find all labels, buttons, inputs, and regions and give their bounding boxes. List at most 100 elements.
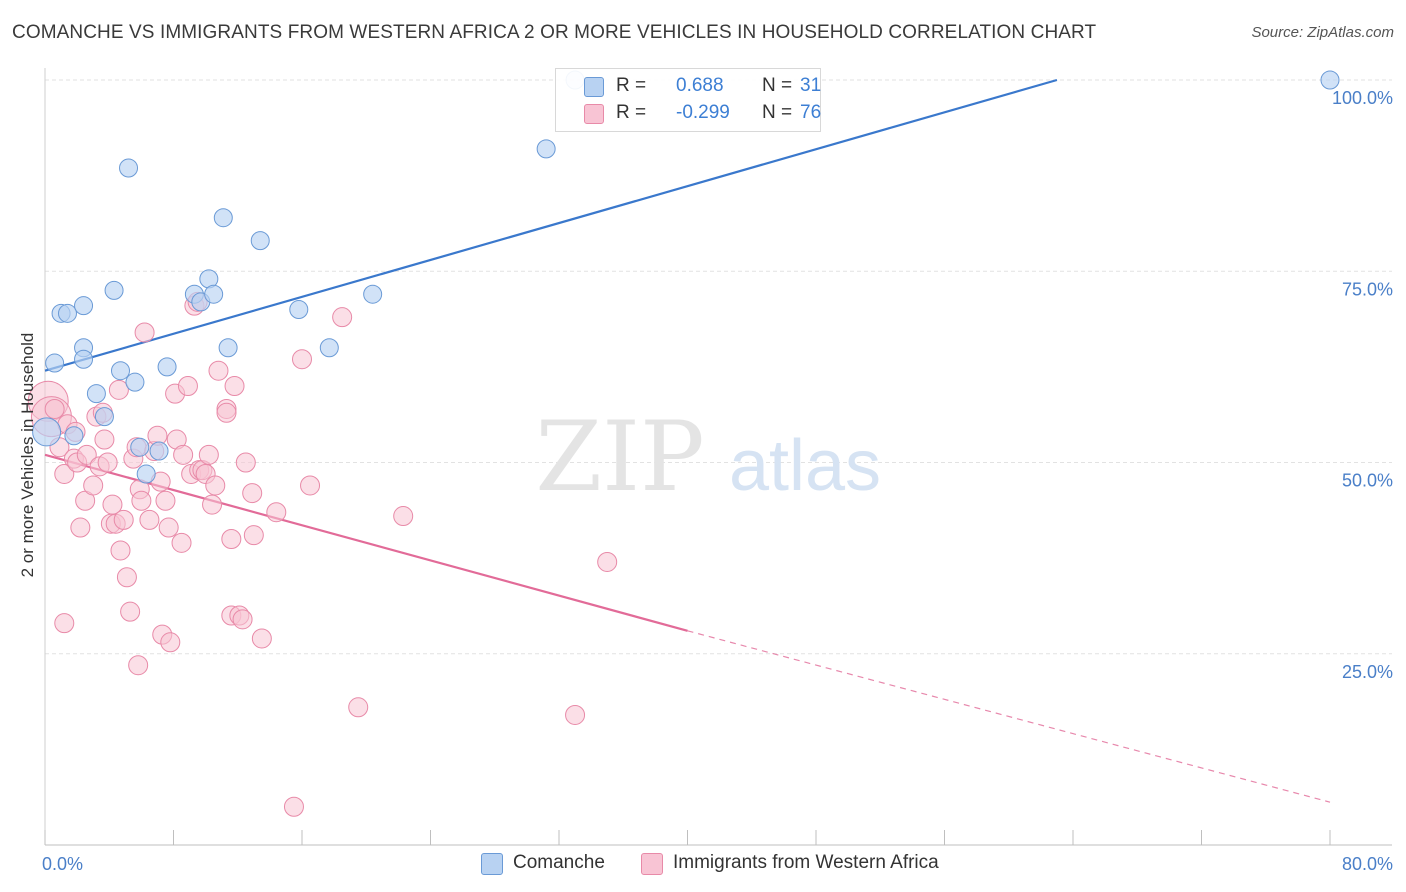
point-comanche <box>64 426 84 446</box>
point-western-africa <box>54 613 75 634</box>
point-western-africa <box>44 398 65 419</box>
point-western-africa <box>76 444 97 465</box>
trend-line-comanche <box>44 78 1058 372</box>
point-comanche <box>149 441 169 461</box>
point-comanche <box>57 303 77 323</box>
point-comanche <box>119 158 139 178</box>
point-western-africa <box>332 307 353 328</box>
point-western-africa <box>108 379 129 400</box>
point-western-africa <box>348 697 369 718</box>
point-comanche <box>136 464 156 484</box>
point-comanche <box>32 417 62 447</box>
point-western-africa <box>597 551 618 572</box>
point-western-africa <box>216 402 237 423</box>
point-western-africa <box>232 609 253 630</box>
point-comanche <box>110 361 130 381</box>
grid-lines <box>45 79 1392 655</box>
point-western-africa <box>393 506 414 527</box>
bottom-legend-swatch-comanche <box>481 853 503 875</box>
trend-line-western-africa-extension <box>687 630 1331 803</box>
legend-swatch-comanche <box>584 77 604 97</box>
point-western-africa <box>134 322 155 343</box>
point-western-africa <box>113 509 134 530</box>
point-western-africa <box>70 517 91 538</box>
y-tick-label: 100.0% <box>1332 88 1393 108</box>
point-western-africa <box>565 704 586 725</box>
point-comanche <box>250 231 270 251</box>
watermark-atlas: atlas <box>729 426 881 506</box>
point-comanche <box>536 139 556 159</box>
point-western-africa <box>160 632 181 653</box>
bottom-legend-swatch-western-africa <box>641 853 663 875</box>
point-western-africa <box>155 490 176 511</box>
point-western-africa <box>54 463 75 484</box>
point-comanche <box>157 357 177 377</box>
correlation-legend: R = 0.688 N = 31 R = -0.299 N = 76 <box>555 68 821 132</box>
point-western-africa <box>198 444 219 465</box>
point-western-africa <box>283 796 304 817</box>
data-points <box>27 70 1340 817</box>
legend-r-label: R = <box>616 102 647 123</box>
legend-n-label: N = <box>762 75 793 96</box>
legend-r-label: R = <box>616 75 647 96</box>
point-comanche <box>125 372 145 392</box>
point-western-africa <box>116 567 137 588</box>
point-western-africa <box>171 532 192 553</box>
point-comanche <box>319 338 339 358</box>
point-western-africa <box>158 517 179 538</box>
point-comanche <box>45 353 65 373</box>
point-western-africa <box>251 628 272 649</box>
y-tick-label: 25.0% <box>1342 662 1393 682</box>
point-comanche <box>213 208 233 228</box>
bottom-legend-label-comanche: Comanche <box>513 852 605 873</box>
point-comanche <box>104 280 124 300</box>
point-western-africa <box>205 475 226 496</box>
legend-n-value: 31 <box>800 75 822 96</box>
point-comanche <box>94 407 114 427</box>
point-comanche <box>1320 70 1340 90</box>
point-western-africa <box>243 525 264 546</box>
point-western-africa <box>300 475 321 496</box>
point-comanche <box>86 384 106 404</box>
legend-n-label: N = <box>762 102 793 123</box>
point-western-africa <box>221 529 242 549</box>
point-western-africa <box>242 483 263 504</box>
point-western-africa <box>202 494 223 515</box>
point-western-africa <box>102 494 123 515</box>
x-tick-label: 80.0% <box>1342 854 1393 874</box>
point-comanche <box>218 338 238 358</box>
point-comanche <box>289 300 309 319</box>
point-western-africa <box>97 452 118 473</box>
bottom-legend-label-western-africa: Immigrants from Western Africa <box>673 852 939 873</box>
point-comanche <box>74 349 94 369</box>
point-western-africa <box>120 601 141 622</box>
point-western-africa <box>173 444 194 465</box>
point-western-africa <box>128 655 149 676</box>
point-western-africa <box>292 349 312 370</box>
point-western-africa <box>266 502 287 523</box>
point-western-africa <box>224 376 245 396</box>
point-comanche <box>130 437 150 457</box>
point-comanche <box>204 284 224 304</box>
watermark-zip: ZIP <box>535 401 704 513</box>
y-axis-label: 2 or more Vehicles in Household <box>18 333 37 578</box>
point-western-africa <box>83 475 104 496</box>
chart-title: COMANCHE VS IMMIGRANTS FROM WESTERN AFRI… <box>12 22 1097 43</box>
x-tick-label: 0.0% <box>42 854 83 874</box>
point-comanche <box>363 284 383 304</box>
point-western-africa <box>131 490 152 511</box>
point-western-africa <box>235 452 256 473</box>
axes <box>44 68 1392 846</box>
tick-labels: 25.0% 50.0% 75.0% 100.0% 0.0% 80.0% <box>42 88 1393 874</box>
legend-swatch-western-africa <box>584 104 604 124</box>
point-western-africa <box>177 376 198 396</box>
y-tick-label: 50.0% <box>1342 471 1393 491</box>
point-comanche <box>74 296 94 316</box>
source-label: Source: ZipAtlas.com <box>1251 24 1394 41</box>
y-tick-label: 75.0% <box>1342 279 1393 299</box>
point-western-africa <box>110 540 131 561</box>
point-western-africa <box>94 429 115 450</box>
legend-n-value: 76 <box>800 102 822 123</box>
point-western-africa <box>208 360 229 381</box>
